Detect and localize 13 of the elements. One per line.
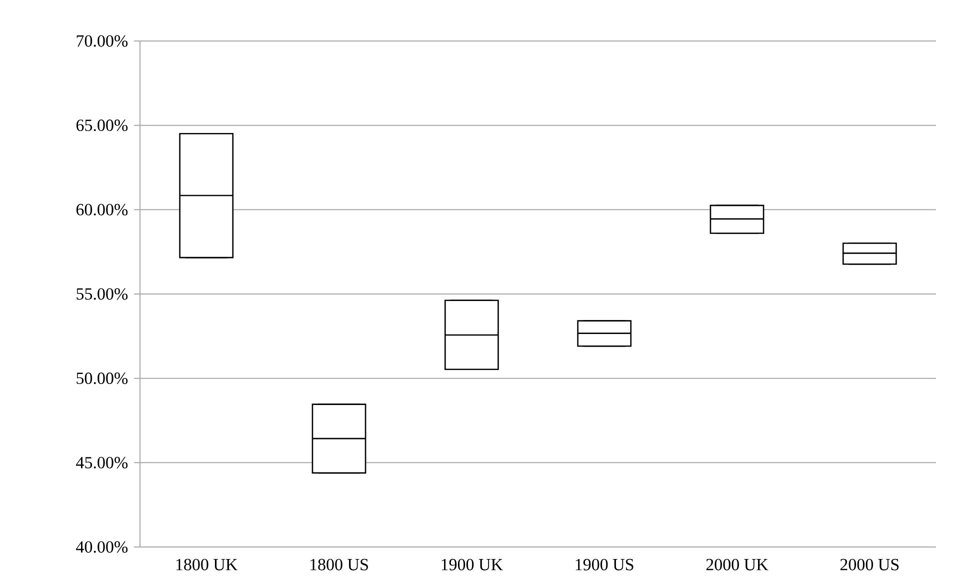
x-tick-label: 2000 UK <box>706 558 768 570</box>
y-tick-label: 45.00% <box>76 456 128 468</box>
y-tick-label: 55.00% <box>76 288 128 300</box>
y-tick-label: 40.00% <box>76 541 128 553</box>
x-tick-label: 2000 US <box>840 558 899 570</box>
x-tick-label: 1800 UK <box>176 558 238 570</box>
x-tick-label: 1900 UK <box>442 558 503 570</box>
x-tick-label: 1800 US <box>310 558 368 570</box>
y-tick-label: 70.00% <box>76 35 128 47</box>
x-tick-label: 1900 US <box>576 558 634 570</box>
y-tick-label: 60.00% <box>76 204 128 216</box>
y-tick-label: 50.00% <box>76 372 128 384</box>
y-tick-label: 65.00% <box>76 120 128 132</box>
